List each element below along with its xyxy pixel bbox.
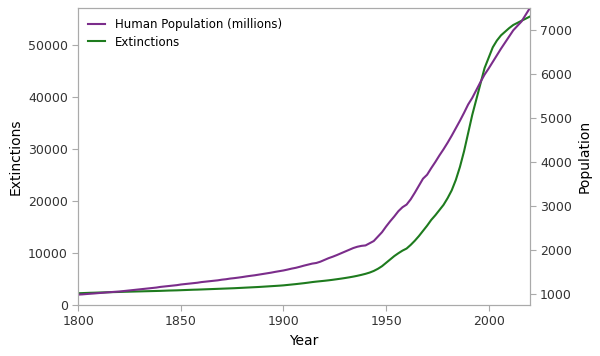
- Line: Extinctions: Extinctions: [79, 17, 530, 293]
- Legend: Human Population (millions), Extinctions: Human Population (millions), Extinctions: [83, 13, 287, 53]
- Extinctions: [509, 23, 517, 27]
- Extinctions: [243, 286, 250, 290]
- Human Population (millions): [337, 251, 344, 256]
- Y-axis label: Population: Population: [578, 120, 592, 193]
- Human Population (millions): [509, 28, 517, 32]
- Line: Human Population (millions): Human Population (millions): [79, 8, 530, 295]
- Extinctions: [284, 283, 291, 287]
- Extinctions: [177, 288, 184, 292]
- Human Population (millions): [75, 293, 82, 297]
- X-axis label: Year: Year: [289, 334, 319, 348]
- Human Population (millions): [190, 281, 197, 285]
- Extinctions: [190, 288, 197, 292]
- Human Population (millions): [177, 282, 184, 287]
- Extinctions: [337, 277, 344, 281]
- Human Population (millions): [526, 6, 533, 10]
- Extinctions: [75, 291, 82, 295]
- Human Population (millions): [243, 274, 250, 278]
- Extinctions: [526, 15, 533, 19]
- Y-axis label: Extinctions: Extinctions: [8, 118, 22, 195]
- Human Population (millions): [284, 267, 291, 272]
